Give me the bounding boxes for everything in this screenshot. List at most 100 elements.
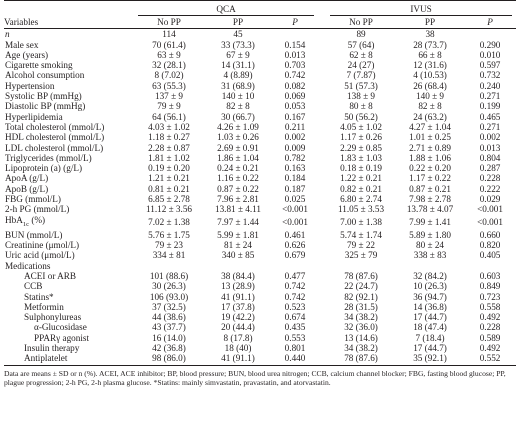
column-header-qca-p: P — [272, 16, 319, 30]
row-label: FBG (mmol/L) — [5, 194, 61, 205]
cell-qca-p: 0.782 — [284, 152, 306, 163]
cell-qca-pp: 41 (91.1) — [221, 291, 255, 302]
column-gap — [318, 250, 326, 260]
row-label: Medications — [5, 260, 51, 271]
cell-qca-pp: 4 (8.89) — [223, 70, 253, 81]
row-label: Metformin — [24, 301, 64, 312]
cell-ivus-no-pp: 325 ± 79 — [344, 250, 378, 261]
cell-ivus-pp: 66 ± 8 — [418, 49, 442, 60]
cell-ivus-pp: 14 (36.8) — [413, 301, 447, 312]
cell-ivus-pp: 26 (68.4) — [413, 80, 447, 91]
cell-qca-p: 0.069 — [284, 91, 306, 102]
cell-ivus-p: 0.290 — [479, 39, 501, 50]
cell-ivus-p: 0.804 — [479, 152, 501, 163]
table-row: FBG (mmol/L) 6.85 ± 2.78 7.96 ± 2.81 0.025 6… — [4, 194, 516, 204]
column-gap — [318, 132, 326, 142]
cell-qca-pp — [204, 261, 272, 271]
cell-ivus-p: 0.405 — [479, 250, 501, 261]
cell-qca-pp: 30 (66.7) — [221, 111, 255, 122]
baseline-characteristics-table: QCA IVUS Variables No PP PP P No PP PP P… — [4, 0, 517, 366]
cell-ivus-no-pp: 89 — [356, 29, 366, 40]
cell-ivus-no-pp: 28 (31.5) — [344, 301, 378, 312]
column-gap — [318, 240, 326, 250]
cell-ivus-p: 0.732 — [479, 70, 501, 81]
cell-qca-pp: 67 ± 9 — [226, 49, 250, 60]
cell-qca-p: 0.435 — [284, 322, 306, 333]
cell-ivus-no-pp: 1.22 ± 0.21 — [340, 173, 382, 184]
cell-qca-no-pp: 2.28 ± 0.87 — [148, 142, 190, 153]
cell-ivus-p — [464, 261, 516, 271]
column-gap — [318, 215, 326, 230]
row-label: α-Glucosidase — [34, 322, 87, 333]
cell-ivus-pp — [396, 261, 464, 271]
cell-ivus-pp: 140 ± 9 — [416, 91, 445, 102]
table-row: HbA1c (%) 7.02 ± 1.38 7.97 ± 1.44 <0.001 7.0… — [4, 215, 516, 230]
row-label: Hypertension — [5, 80, 55, 91]
cell-qca-pp: 19 (42.2) — [221, 312, 255, 323]
column-gap — [318, 112, 326, 122]
cell-ivus-no-pp: 22 (24.7) — [344, 281, 378, 292]
cell-qca-no-pp: 114 — [162, 29, 176, 40]
column-header-row: Variables No PP PP P No PP PP P — [4, 16, 517, 30]
cell-ivus-no-pp: 34 (38.2) — [344, 312, 378, 323]
cell-qca-p: 0.674 — [284, 312, 306, 323]
cell-ivus-p: 0.465 — [479, 111, 501, 122]
cell-ivus-p: 0.849 — [479, 281, 501, 292]
table-row: CCB 30 (26.3) 13 (28.9) 0.742 22 (24.7) 10 (2… — [4, 281, 516, 291]
cell-ivus-no-pp: 7.00 ± 1.38 — [340, 217, 382, 228]
table-row: Triglycerides (mmol/L) 1.81 ± 1.02 1.86 ± … — [4, 153, 516, 163]
table-row: Diastolic BP (mmHg) 79 ± 9 82 ± 8 0.053 80 ±… — [4, 101, 516, 111]
table-row: HDL cholesterol (mmol/L) 1.18 ± 0.27 1.03 … — [4, 132, 516, 142]
cell-qca-pp: 17 (37.8) — [221, 301, 255, 312]
cell-ivus-pp: 82 ± 8 — [418, 101, 442, 112]
row-label-subscript: 1c — [22, 220, 30, 228]
cell-ivus-p: 0.723 — [479, 291, 501, 302]
row-label: Age (years) — [5, 49, 49, 60]
cell-qca-no-pp: 4.03 ± 1.02 — [148, 121, 190, 132]
cell-qca-no-pp: 1.18 ± 0.27 — [148, 132, 190, 143]
table-row: Medications — [4, 261, 516, 271]
cell-ivus-pp: 7.99 ± 1.41 — [409, 217, 451, 228]
cell-qca-no-pp: 6.85 ± 2.78 — [148, 194, 190, 205]
column-gap — [318, 173, 326, 183]
cell-ivus-no-pp: 1.83 ± 1.03 — [340, 152, 382, 163]
column-header-ivus-no-pp: No PP — [326, 16, 397, 30]
row-label-text: n — [5, 29, 10, 40]
table-row: Age (years) 63 ± 9 67 ± 9 0.013 62 ± 8 66 ± 8… — [4, 50, 516, 60]
cell-ivus-p: 0.228 — [479, 173, 501, 184]
cell-qca-pp: 1.86 ± 1.04 — [217, 152, 259, 163]
cell-qca-no-pp: 79 ± 9 — [157, 101, 181, 112]
cell-qca-pp: 13 (28.9) — [221, 281, 255, 292]
cell-qca-pp: 18 (40) — [224, 343, 252, 354]
cell-qca-pp: 7.96 ± 2.81 — [217, 194, 259, 205]
cell-ivus-p: 0.287 — [479, 163, 501, 174]
row-label: n — [4, 29, 134, 40]
table-footnote: Data are means ± SD or n (%). ACEI, ACE … — [4, 368, 506, 387]
column-gap — [318, 101, 326, 111]
cell-ivus-no-pp: 6.80 ± 2.74 — [340, 194, 382, 205]
column-header-qca-p-text: P — [292, 17, 298, 28]
cell-ivus-pp: 12 (31.6) — [413, 60, 447, 71]
table-row: LDL cholesterol (mmol/L) 2.28 ± 0.87 2.69 … — [4, 143, 516, 153]
table-row: Metformin 37 (32.5) 17 (37.8) 0.523 28 (31.5… — [4, 302, 516, 312]
cell-ivus-p — [464, 29, 516, 40]
cell-ivus-pp: 7 (18.4) — [415, 332, 445, 343]
cell-ivus-pp: 28 (73.7) — [413, 39, 447, 50]
cell-qca-pp: 4.26 ± 1.09 — [217, 121, 259, 132]
column-gap — [318, 29, 326, 40]
cell-qca-pp: 13.81 ± 4.11 — [214, 204, 262, 215]
cell-qca-p: 0.626 — [284, 240, 306, 251]
column-gap — [318, 204, 326, 214]
cell-qca-pp: 7.97 ± 1.44 — [217, 217, 259, 228]
cell-qca-no-pp: 11.12 ± 3.56 — [145, 204, 193, 215]
table-row: n 114 45 89 38 — [4, 29, 516, 40]
row-label: BUN (mmol/L) — [5, 229, 63, 240]
cell-qca-no-pp: 79 ± 23 — [154, 240, 183, 251]
cell-qca-p: 0.013 — [284, 49, 306, 60]
group-label-qca: QCA — [138, 4, 315, 17]
row-label: Creatinine (μmol/L) — [5, 240, 80, 251]
group-header-qca: QCA — [134, 0, 319, 17]
cell-qca-pp: 140 ± 10 — [221, 91, 255, 102]
cell-ivus-pp: 4 (10.53) — [413, 70, 447, 81]
cell-qca-p: 0.477 — [284, 270, 306, 281]
